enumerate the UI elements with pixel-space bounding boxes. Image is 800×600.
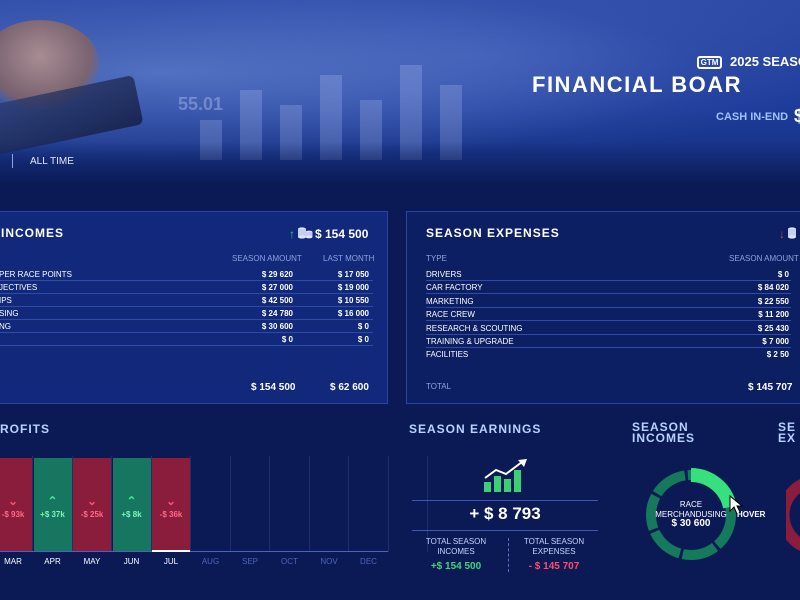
expenses-total-label: TOTAL (426, 382, 452, 391)
donut-center-label: RACE MERCHANDUSING (655, 500, 727, 519)
total-season-expenses-label: TOTAL SEASON EXPENSES (523, 537, 585, 556)
cash-in-end-value: $ (794, 106, 800, 126)
grid-line (111, 456, 112, 552)
divider (412, 530, 598, 531)
chevron-up-icon: ⌃ (47, 494, 58, 508)
profit-bar-jul[interactable]: ⌄ -$ 36k (152, 458, 190, 552)
season-expenses-donut[interactable] (786, 467, 800, 563)
profits-chart: ⌄ -$ 93k ⌃ +$ 37k ⌄ -$ 25k ⌃ +$ 8k ⌄ -$ 36k (0, 456, 428, 556)
season-expenses-title: SE EX (778, 420, 797, 445)
table-row: DRIVERS $ 0 (426, 270, 791, 281)
chart-baseline (0, 551, 388, 552)
grid-line (387, 456, 389, 552)
table-row: RESEARCH & SCOUTING $ 25 430 (426, 324, 791, 335)
divider (508, 538, 509, 572)
background-number: 55.01 (178, 94, 224, 114)
grid-line (269, 456, 270, 552)
grid-line (190, 456, 191, 552)
profit-bar-may[interactable]: ⌄ -$ 25k (73, 458, 111, 552)
grid-line (308, 456, 310, 552)
table-row: PER RACE POINTS $ 29 620 $ 17 050 (0, 268, 373, 281)
table-row: TRAINING & UPGRADE $ 7 000 (426, 337, 791, 348)
table-row: MARKETING $ 22 550 (426, 297, 791, 308)
month-label-sep[interactable]: SEP (241, 557, 258, 566)
col-season-amount: SEASON AMOUNT (232, 254, 302, 263)
total-season-expenses-value: - $ 145 707 (528, 561, 580, 572)
month-label-apr[interactable]: APR (44, 557, 61, 566)
expenses-panel: SEASON EXPENSES ↓ TYPE SEASON AMOUNT DRI… (406, 211, 800, 404)
profit-bar-label: +$ 8k (121, 510, 142, 519)
profit-bar-label: -$ 36k (159, 510, 183, 519)
chevron-down-icon: ⌄ (165, 494, 177, 508)
expenses-total-value: $ 145 707 (748, 382, 793, 393)
coins-icon (788, 227, 796, 239)
month-label-aug[interactable]: AUG (201, 557, 220, 566)
grid-line (32, 456, 33, 552)
incomes-total-season: $ 154 500 (251, 382, 296, 393)
coins-icon (298, 227, 313, 239)
table-row: FACILITIES $ 2 50 (426, 350, 789, 359)
header-banner: 55.01 (0, 0, 800, 182)
table-row: $ 0 $ 0 (0, 333, 373, 346)
filter-divider (12, 154, 13, 168)
hover-label: HOVER (737, 510, 766, 519)
profit-bar-label: -$ 93k (1, 510, 25, 519)
profit-bar-label: -$ 25k (80, 510, 104, 519)
profits-title: ROFITS (0, 422, 50, 436)
grid-line (229, 456, 231, 552)
chevron-up-icon: ⌃ (126, 494, 137, 508)
table-row: NG $ 30 600 $ 0 (0, 320, 373, 333)
season-title: 2025 SEASO (730, 54, 800, 69)
growth-chart-icon (484, 459, 527, 492)
divider (412, 500, 598, 501)
incomes-panel: INCOMES ↑ $ 154 500 SEASON AMOUNT LAST MO… (0, 211, 388, 404)
expenses-title: SEASON EXPENSES (426, 226, 560, 240)
earnings-title: SEASON EARNINGS (409, 422, 542, 436)
table-row: IPS $ 42 500 $ 10 550 (0, 294, 373, 307)
month-label-dec[interactable]: DEC (360, 557, 377, 566)
table-row: SING $ 24 780 $ 16 000 (0, 307, 373, 320)
arrow-down-icon: ↓ (779, 227, 785, 241)
incomes-total-last: $ 62 600 (330, 382, 369, 393)
month-label-jul[interactable]: JUL (163, 557, 179, 566)
col-type: TYPE (426, 254, 447, 263)
grid-line (71, 456, 73, 552)
cash-in-end-label: CASH IN-END (716, 111, 789, 123)
gtm-logo-icon: GTM (697, 56, 722, 69)
donut-center-value: $ 30 600 (671, 518, 711, 529)
season-incomes-donut[interactable] (643, 467, 739, 563)
expenses-total-badge: ↓ (779, 226, 800, 241)
profit-bar-jun[interactable]: ⌃ +$ 8k (112, 458, 151, 552)
chevron-down-icon: ⌄ (7, 494, 19, 508)
arrow-up-icon: ↑ (289, 227, 295, 241)
table-row: JECTIVES $ 27 000 $ 19 000 (0, 281, 373, 294)
season-incomes-title: SEASON INCOMES (632, 420, 696, 445)
incomes-title: INCOMES (1, 226, 65, 240)
incomes-total-badge: ↑ $ 154 500 (289, 226, 368, 241)
mouse-cursor-icon (729, 495, 743, 515)
grid-line (348, 456, 349, 552)
profit-bar-label: +$ 37k (40, 510, 65, 519)
table-row: CAR FACTORY $ 84 020 (426, 283, 791, 294)
active-month-indicator (152, 550, 190, 552)
grid-line (150, 456, 152, 552)
month-label-mar[interactable]: MAR (4, 557, 22, 566)
month-label-may[interactable]: MAY (83, 557, 101, 566)
month-label-jun[interactable]: JUN (123, 557, 140, 566)
month-label-oct[interactable]: OCT (281, 557, 298, 566)
month-label-nov[interactable]: NOV (320, 557, 338, 566)
profit-bar-apr[interactable]: ⌃ +$ 37k (33, 458, 72, 552)
filter-all-time[interactable]: ALL TIME (30, 156, 74, 167)
chevron-down-icon: ⌄ (86, 494, 98, 508)
profit-bar-mar[interactable]: ⌄ -$ 93k (0, 458, 32, 552)
table-row: RACE CREW $ 11 200 (426, 310, 791, 321)
col-last-month: LAST MONTH (323, 254, 375, 263)
grid-line (427, 456, 428, 552)
total-season-incomes-value: +$ 154 500 (430, 561, 482, 572)
total-season-incomes-label: TOTAL SEASON INCOMES (425, 537, 487, 556)
incomes-total: $ 154 500 (315, 227, 369, 241)
page-title: FINANCIAL BOAR (532, 72, 743, 97)
col-season-amount: SEASON AMOUNT (729, 254, 799, 263)
earnings-value: + $ 8 793 (469, 504, 541, 523)
